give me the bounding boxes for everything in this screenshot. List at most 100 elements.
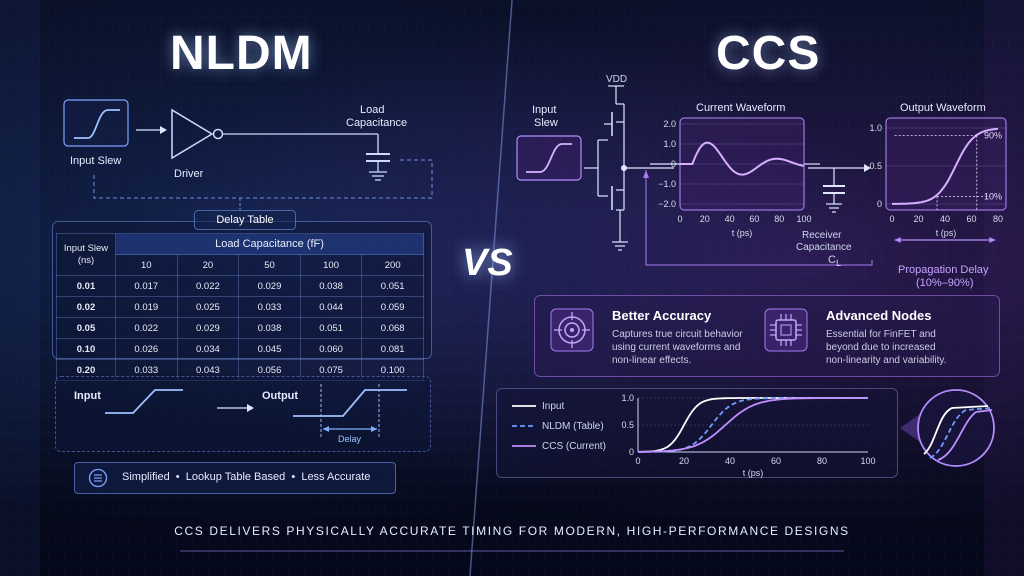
output-waveform-title: Output Waveform — [900, 102, 986, 114]
driver-label: Driver — [174, 168, 204, 180]
table-cell: 0.044 — [299, 296, 363, 318]
nldm-summary-text: Simplified • Lookup Table Based • Less A… — [122, 471, 371, 483]
arrow-head-right — [989, 237, 996, 243]
table-cell: 0.068 — [361, 317, 424, 339]
feature-desc-nodes: Essential for FinFET and beyond due to i… — [826, 328, 946, 367]
x-tick-label: 80 — [993, 214, 1003, 224]
row-header-line2: (ns) — [77, 254, 95, 266]
vdd-label: VDD — [606, 74, 628, 85]
slew-cell: 0.01 — [56, 275, 116, 297]
feature-title-accuracy: Better Accuracy — [612, 308, 712, 323]
comparison-legend — [512, 405, 536, 447]
receiver-capacitance-label: Capacitance — [796, 242, 852, 253]
col-header: 20 — [176, 254, 240, 276]
ccs-slew-label: Slew — [534, 117, 558, 129]
y-tick-label: 0 — [877, 199, 882, 209]
x-tick-label: 60 — [966, 214, 976, 224]
y-tick-label: 0.5 — [621, 420, 634, 430]
table-cell: 0.022 — [176, 275, 240, 297]
ccs-title: CCS — [716, 27, 821, 80]
x-tick-label: 40 — [725, 456, 735, 466]
io-delay-diagram — [105, 384, 407, 438]
slew-cell: 0.20 — [56, 359, 116, 381]
feature-desc-line: using current waveforms and — [612, 342, 741, 353]
legend-ccs: CCS (Current) — [542, 441, 606, 452]
slew-cell: 0.02 — [56, 296, 116, 318]
table-row: 0.20 0.033 0.043 0.056 0.075 0.100 — [56, 359, 424, 381]
table-cell: 0.022 — [115, 317, 178, 339]
table-cell: 0.026 — [115, 338, 178, 360]
nldm-title: NLDM — [170, 27, 313, 80]
x-tick-label: 0 — [677, 214, 682, 224]
cl-c: C — [828, 254, 836, 266]
x-tick-label: 100 — [796, 214, 811, 224]
propagation-delay-range: (10%–90%) — [916, 277, 974, 289]
arrow-head-left — [894, 237, 901, 243]
y-tick-label: 2.0 — [663, 119, 676, 129]
table-cell: 0.100 — [361, 359, 424, 381]
table-cell: 0.033 — [238, 296, 301, 318]
output-waveform-chart: 1.0 0.5 00 20 40 60 80 t (ps) 90% 10% — [869, 117, 1007, 243]
feature-title-nodes: Advanced Nodes — [826, 308, 932, 323]
chip-icon — [764, 308, 808, 352]
x-axis-label: t (ps) — [732, 228, 753, 238]
feature-desc-line: Essential for FinFET and — [826, 329, 936, 340]
footer-tagline: CCS DELIVERS PHYSICALLY ACCURATE TIMING … — [174, 524, 850, 538]
y-tick-label: −1.0 — [658, 179, 676, 189]
capacitance-label: Capacitance — [346, 117, 408, 129]
x-tick-label: 80 — [774, 214, 784, 224]
ccs-input-label: Input — [532, 104, 557, 116]
x-tick-label: 0 — [889, 214, 894, 224]
row-header-cell: Input Slew (ns) — [56, 233, 116, 276]
legend-nldm: NLDM (Table) — [542, 421, 604, 432]
cl-label: CL — [828, 254, 841, 268]
y-tick-label: −2.0 — [658, 199, 676, 209]
list-icon — [88, 468, 108, 488]
table-cell: 0.038 — [238, 317, 301, 339]
table-row: 0.02 0.019 0.025 0.033 0.044 0.059 — [56, 296, 424, 318]
x-tick-label: 80 — [817, 456, 827, 466]
col-header: 50 — [238, 254, 301, 276]
x-tick-label: 0 — [635, 456, 640, 466]
target-icon — [550, 308, 594, 352]
col-header: 100 — [299, 254, 363, 276]
x-tick-label: 40 — [725, 214, 735, 224]
table-cell: 0.081 — [361, 338, 424, 360]
comparison-panel — [496, 388, 898, 478]
p10-label: 10% — [984, 191, 1002, 201]
current-waveform-title: Current Waveform — [696, 102, 786, 114]
zoom-magnifier — [900, 389, 995, 467]
table-row: 0.10 0.026 0.034 0.045 0.060 0.081 — [56, 338, 424, 360]
col-header: 200 — [361, 254, 424, 276]
table-cell: 0.056 — [238, 359, 301, 381]
y-tick-label: 0 — [629, 447, 634, 457]
table-cell: 0.051 — [361, 275, 424, 297]
feature-desc-line: Captures true circuit behavior — [612, 329, 743, 340]
x-tick-label: 20 — [679, 456, 689, 466]
table-cell: 0.019 — [115, 296, 178, 318]
comparison-chart: 1.0 0.5 00 20 40 60 80 100 t (ps) — [621, 393, 875, 478]
table-cell: 0.029 — [238, 275, 301, 297]
y-tick-label: 1.0 — [869, 123, 882, 133]
feature-desc-accuracy: Captures true circuit behavior using cur… — [612, 328, 743, 367]
x-tick-label: 100 — [860, 456, 875, 466]
table-cell: 0.029 — [176, 317, 240, 339]
x-tick-label: 20 — [913, 214, 923, 224]
feature-desc-line: non-linear effects. — [612, 355, 692, 366]
x-tick-label: 40 — [940, 214, 950, 224]
nldm-circuit — [63, 99, 433, 210]
table-cell: 0.034 — [176, 338, 240, 360]
io-delay-panel — [55, 376, 431, 452]
nldm-input-slew-label: Input Slew — [70, 155, 122, 167]
plot-frame — [885, 117, 1007, 211]
x-tick-label: 20 — [700, 214, 710, 224]
p90-label: 90% — [984, 131, 1002, 141]
col-header: 10 — [115, 254, 178, 276]
io-input-label: Input — [74, 390, 101, 402]
row-header-line1: Input Slew — [63, 242, 109, 254]
table-cell: 0.017 — [115, 275, 178, 297]
feature-desc-line: non-linearity and variability. — [826, 355, 947, 366]
ccs-curve — [638, 397, 868, 453]
